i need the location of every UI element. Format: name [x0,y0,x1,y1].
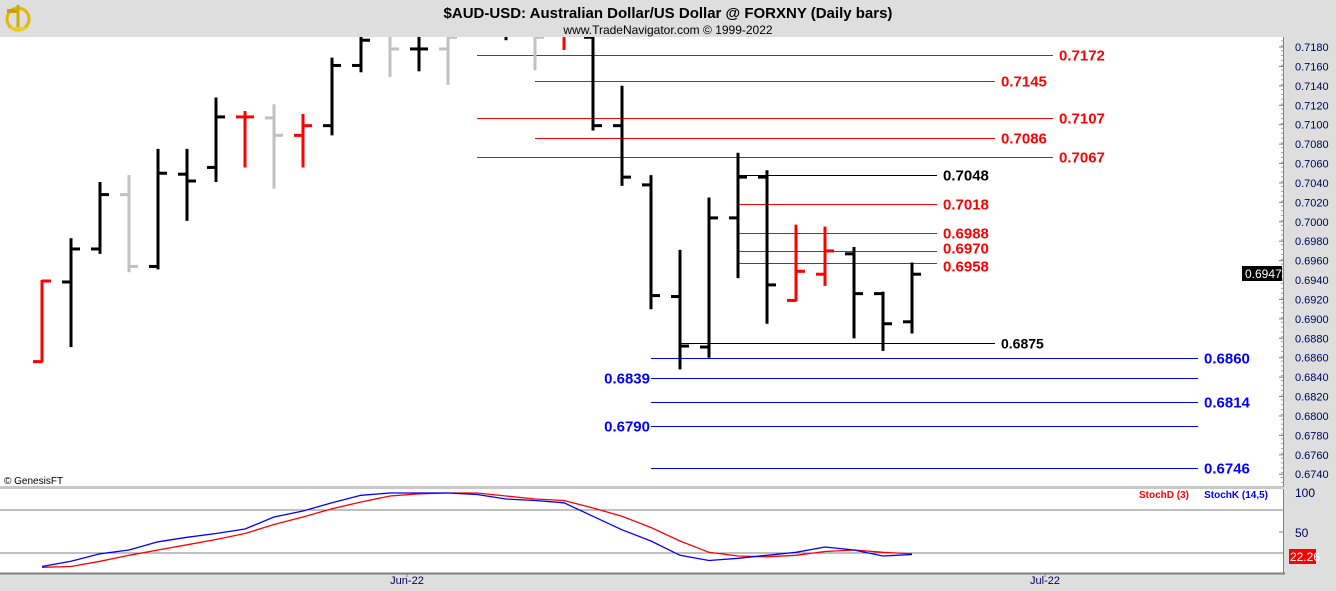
price-tick-label: 0.6800 [1295,411,1329,423]
ohlc-bar [33,279,51,364]
price-tick-label: 0.7080 [1295,139,1329,151]
price-tick-label: 0.6760 [1295,450,1329,462]
level-label: 0.7172 [1059,48,1105,65]
ohlc-bar [845,246,863,339]
ohlc-bar [62,238,80,348]
price-tick-label: 0.6920 [1295,294,1329,306]
ohlc-bar [294,113,312,168]
ohlc-bar [642,175,660,310]
ohlc-bar [874,291,892,351]
ohlc-bar [388,37,399,78]
level-label: 0.7067 [1059,150,1105,167]
stoch-tick-50: 50 [1295,526,1309,540]
chart-subtitle: www.TradeNavigator.com © 1999-2022 [562,23,772,37]
price-tick-label: 0.7100 [1295,120,1329,132]
sextant-logo-icon [5,5,31,32]
price-tick-label: 0.7120 [1295,100,1329,112]
price-tick-label: 0.6740 [1295,469,1329,481]
stoch-last-value: 22.26 [1290,550,1320,564]
current-price-box [1242,266,1282,281]
level-label: 0.6860 [1204,351,1250,368]
level-label: 0.6839 [604,371,650,388]
price-tick-label: 0.6840 [1295,372,1329,384]
level-label: 0.6958 [943,259,989,276]
level-label: 0.6814 [1204,395,1251,412]
price-tick-label: 0.7040 [1295,178,1329,190]
stoch-tick-100: 100 [1295,486,1315,500]
price-tick-label: 0.7060 [1295,159,1329,171]
level-label: 0.7018 [943,197,989,214]
price-tick-label: 0.7160 [1295,61,1329,73]
price-axis[interactable] [1283,37,1336,487]
ohlc-bar [613,85,631,186]
price-tick-label: 0.6860 [1295,353,1329,365]
stoch-last-value-box [1289,549,1316,564]
level-label: 0.6988 [943,226,989,243]
date-axis: Jun-22 Jul-22 [390,573,1060,587]
price-tick-label: 0.7020 [1295,197,1329,209]
ohlc-bar [729,152,747,279]
ohlc-bar [410,37,428,72]
legend-stochd: StochD (3) [1139,490,1189,501]
level-label: 0.7048 [943,168,989,185]
stochd-line [41,492,913,568]
ohlc-bar [352,37,370,73]
title-bar [0,0,1336,37]
current-price-label: 0.6947 [1245,267,1282,281]
stoch-lines [41,492,913,568]
price-axis-labels: 0.7180 0.7160 0.7140 0.7120 0.7100 0.7080 0.70… [1279,40,1329,483]
price-tick-label: 0.6900 [1295,314,1329,326]
ohlc-bar [207,97,225,182]
legend-stochk: StochK (14,5) [1204,490,1268,501]
price-tick-label: 0.6940 [1295,275,1329,287]
ohlc-bar [265,104,283,189]
price-tick-label: 0.6880 [1295,333,1329,345]
date-tick-label: Jul-22 [1030,575,1060,587]
stoch-plot-area[interactable] [0,489,1283,573]
price-tick-label: 0.7140 [1295,81,1329,93]
level-label: 0.6790 [604,419,650,436]
ohlc-bar [700,197,718,358]
ohlc-bar [236,111,254,168]
ohlc-bar [178,148,196,221]
level-label: 0.6875 [1001,336,1044,352]
level-label: 0.7145 [1001,74,1047,91]
level-label: 0.7107 [1059,111,1105,128]
price-plot-area[interactable] [0,37,1283,487]
ohlc-bar [671,249,689,370]
price-tick-label: 0.6780 [1295,430,1329,442]
date-tick-label: Jun-22 [390,575,424,587]
price-tick-label: 0.7000 [1295,217,1329,229]
ohlc-bar [584,37,602,131]
ohlc-bar [91,181,109,254]
price-tick-label: 0.6820 [1295,392,1329,404]
ohlc-bar [533,37,544,71]
ohlc-bar [149,148,167,270]
ohlc-bar [787,224,805,302]
level-label: 0.6746 [1204,461,1250,478]
price-tick-label: 0.7180 [1295,42,1329,54]
price-bars [33,37,921,370]
price-tick-label: 0.6980 [1295,236,1329,248]
price-tick-label: 0.6960 [1295,256,1329,268]
ohlc-bar [439,37,457,85]
ohlc-bar [323,57,341,136]
ohlc-bar [903,262,921,334]
ohlc-bar [120,175,138,273]
chart-title: $AUD-USD: Australian Dollar/US Dollar @ … [444,5,893,22]
genesis-watermark: © GenesisFT [4,476,63,487]
level-lines: 0.7172 0.7145 0.7107 0.7086 0.7067 0.7048 0.70… [477,48,1251,478]
level-label: 0.7086 [1001,131,1047,148]
level-label: 0.6970 [943,241,989,258]
ohlc-bar [758,170,776,324]
ohlc-bar [562,37,566,50]
stochk-line [41,492,913,568]
ohlc-bar [816,226,834,286]
